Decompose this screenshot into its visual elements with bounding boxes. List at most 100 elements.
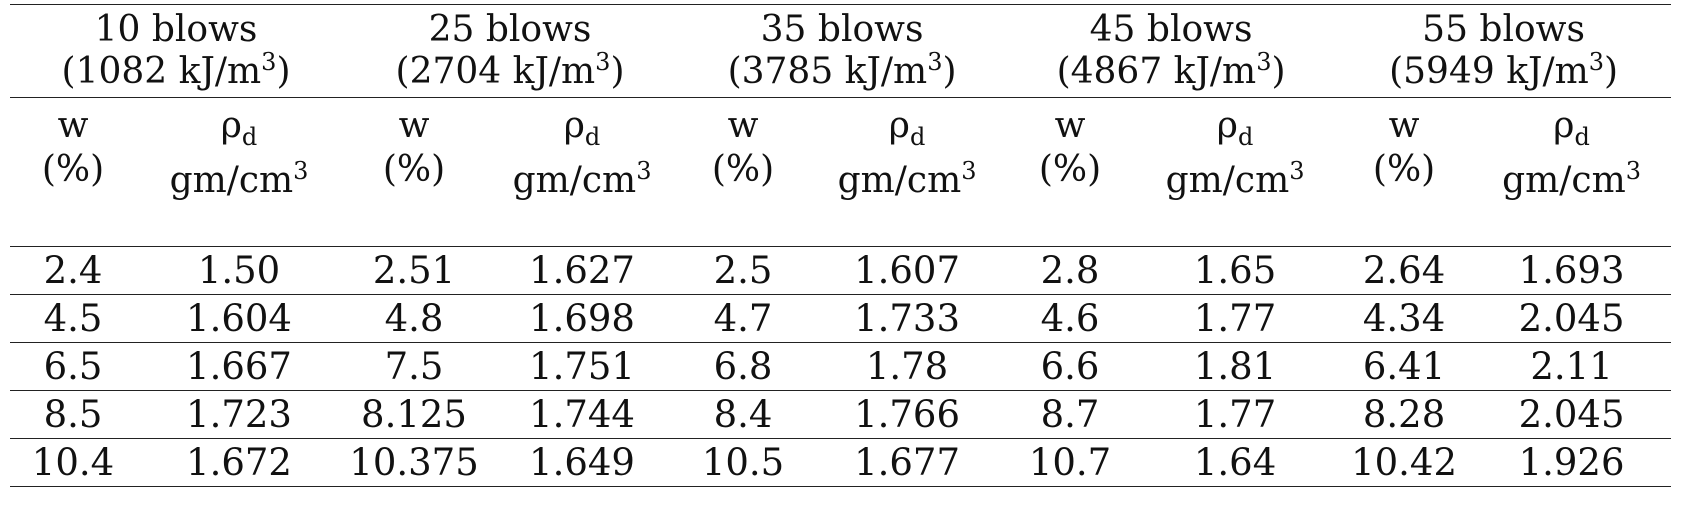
rho-subscript: d [909, 123, 926, 152]
subheader-row: w (%) ρd gm/cm3 w (%) ρd gm/cm3 w (%) ρd gm/cm3 w (%)… [10, 97, 1672, 247]
subheader-water-content: w (%) [1336, 97, 1473, 247]
subheader-dry-density: ρd gm/cm3 [808, 97, 1007, 247]
cell-water-content: 4.6 [1006, 294, 1135, 343]
cell-dry-density: 1.50 [136, 246, 343, 295]
subheader-dry-density: ρd gm/cm3 [486, 97, 679, 247]
rho-subscript: d [1237, 123, 1254, 152]
group-header-3: 35 blows (3785 kJ/m3) [678, 4, 1007, 98]
group-energy-exponent: 3 [595, 48, 611, 76]
dry-density-unit-text: gm/cm [837, 160, 962, 202]
cell-water-content: 10.375 [342, 438, 487, 487]
dry-density-unit: gm/cm3 [486, 159, 678, 203]
group-header-2: 25 blows (2704 kJ/m3) [342, 4, 679, 98]
group-energy-value: (5949 kJ/m [1389, 51, 1589, 92]
table-row: 2.4 1.50 2.51 1.627 2.5 1.607 2.8 1.65 2.64 1.693 [10, 246, 1672, 295]
group-title: 25 blows [428, 9, 592, 50]
cell-dry-density: 1.667 [136, 342, 343, 391]
subheader-water-content: w (%) [1006, 97, 1135, 247]
cell-dry-density: 1.698 [486, 294, 679, 343]
cell-dry-density: 1.766 [808, 390, 1007, 439]
cell-dry-density: 2.045 [1472, 390, 1672, 439]
cell-water-content: 8.125 [342, 390, 487, 439]
dry-density-unit-exponent: 3 [636, 157, 652, 186]
subheader-water-content: w (%) [10, 97, 136, 247]
table-row: 10.4 1.672 10.375 1.649 10.5 1.677 10.7 1.64 10.… [10, 438, 1672, 487]
dry-density-unit-exponent: 3 [1289, 157, 1305, 186]
cell-water-content: 4.8 [342, 294, 487, 343]
dry-density-symbol: ρd [808, 104, 1006, 159]
cell-water-content: 2.4 [10, 246, 136, 295]
table-body: 2.4 1.50 2.51 1.627 2.5 1.607 2.8 1.65 2.64 1.693… [10, 246, 1672, 487]
rho-symbol: ρ [1553, 105, 1575, 146]
cell-dry-density: 1.81 [1134, 342, 1337, 391]
rho-symbol: ρ [220, 105, 242, 146]
cell-dry-density: 2.045 [1472, 294, 1672, 343]
dry-density-unit: gm/cm3 [136, 159, 342, 203]
cell-water-content: 6.8 [678, 342, 809, 391]
table-row: 6.5 1.667 7.5 1.751 6.8 1.78 6.6 1.81 6.41 2.11 [10, 342, 1672, 391]
group-energy-close: ) [610, 51, 625, 92]
water-content-symbol: w [1388, 105, 1420, 146]
cell-water-content: 8.28 [1336, 390, 1473, 439]
water-content-unit: (%) [1372, 149, 1436, 190]
dry-density-unit-exponent: 3 [1625, 157, 1642, 186]
rho-symbol: ρ [888, 105, 910, 146]
cell-dry-density: 1.751 [486, 342, 679, 391]
group-energy-exponent: 3 [1256, 48, 1272, 76]
water-content-symbol: w [1054, 105, 1086, 146]
subheader-water-content: w (%) [678, 97, 809, 247]
cell-water-content: 2.51 [342, 246, 487, 295]
rho-subscript: d [1574, 123, 1590, 152]
subheader-dry-density: ρd gm/cm3 [1134, 97, 1337, 247]
dry-density-unit-text: gm/cm [1502, 160, 1626, 202]
water-content-unit: (%) [382, 149, 446, 190]
rho-symbol: ρ [1216, 105, 1238, 146]
cell-water-content: 2.64 [1336, 246, 1473, 295]
dry-density-unit-exponent: 3 [293, 157, 309, 186]
group-energy-exponent: 3 [927, 48, 943, 76]
cell-water-content: 10.42 [1336, 438, 1473, 487]
cell-dry-density: 1.926 [1472, 438, 1672, 487]
cell-water-content: 6.6 [1006, 342, 1135, 391]
water-content-unit: (%) [1038, 149, 1102, 190]
group-energy-value: (3785 kJ/m [727, 51, 928, 92]
subheader-dry-density: ρd gm/cm3 [136, 97, 343, 247]
group-energy-close: ) [1604, 51, 1619, 92]
dry-density-unit-text: gm/cm [169, 160, 294, 202]
group-energy: (1082 kJ/m3) [10, 50, 342, 93]
cell-water-content: 8.7 [1006, 390, 1135, 439]
cell-dry-density: 1.723 [136, 390, 343, 439]
group-energy-close: ) [1271, 51, 1286, 92]
subheader-water-content: w (%) [342, 97, 487, 247]
compaction-table-container: 10 blows (1082 kJ/m3) 25 blows (2704 kJ/m3)… [10, 4, 1672, 487]
cell-water-content: 4.7 [678, 294, 809, 343]
dry-density-unit-text: gm/cm [1165, 160, 1290, 202]
cell-dry-density: 1.627 [486, 246, 679, 295]
water-content-symbol: w [398, 105, 430, 146]
cell-dry-density: 1.64 [1134, 438, 1337, 487]
cell-dry-density: 1.77 [1134, 294, 1337, 343]
water-content-unit: (%) [711, 149, 775, 190]
cell-dry-density: 1.744 [486, 390, 679, 439]
subheader-dry-density: ρd gm/cm3 [1472, 97, 1672, 247]
cell-water-content: 2.5 [678, 246, 809, 295]
cell-water-content: 6.5 [10, 342, 136, 391]
compaction-table: 10 blows (1082 kJ/m3) 25 blows (2704 kJ/m3)… [10, 4, 1672, 487]
cell-dry-density: 1.65 [1134, 246, 1337, 295]
group-header-4: 45 blows (4867 kJ/m3) [1006, 4, 1337, 98]
cell-water-content: 10.5 [678, 438, 809, 487]
cell-dry-density: 2.11 [1472, 342, 1672, 391]
group-header-1: 10 blows (1082 kJ/m3) [10, 4, 343, 98]
cell-water-content: 8.4 [678, 390, 809, 439]
rho-subscript: d [584, 123, 601, 152]
dry-density-unit-text: gm/cm [512, 160, 637, 202]
dry-density-symbol: ρd [486, 104, 678, 159]
dry-density-unit: gm/cm3 [808, 159, 1006, 203]
water-content-unit: (%) [41, 149, 105, 190]
dry-density-symbol: ρd [1134, 104, 1336, 159]
group-title: 55 blows [1422, 9, 1585, 50]
cell-water-content: 4.5 [10, 294, 136, 343]
water-content-symbol: w [57, 105, 89, 146]
dry-density-unit: gm/cm3 [1472, 159, 1671, 203]
dry-density-unit: gm/cm3 [1134, 159, 1336, 203]
